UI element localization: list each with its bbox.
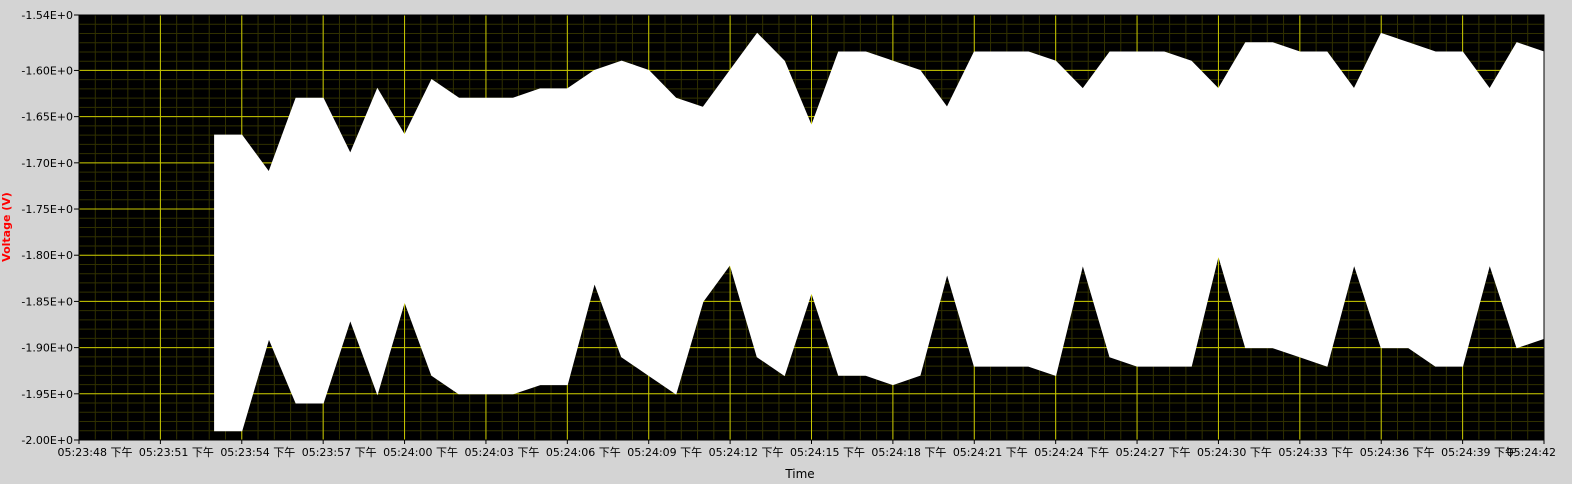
x-tick-label: 05:24:00 下午 <box>383 446 458 459</box>
x-tick-label: 05:24:06 下午 <box>546 446 621 459</box>
x-tick-label: 05:24:30 下午 <box>1197 446 1272 459</box>
x-tick-label: 05:23:48 下午 <box>58 446 133 459</box>
plot-frame <box>78 14 1545 441</box>
x-tick-label: 05:24:03 下午 <box>464 446 539 459</box>
y-tick-label: -1.80E+0 <box>21 249 73 262</box>
y-axis-label: Voltage (V) <box>0 192 13 262</box>
y-tick-label: -1.95E+0 <box>21 388 73 401</box>
x-tick-label: 05:24:15 下午 <box>790 446 865 459</box>
x-tick-label: 05:24:42 <box>1507 446 1556 459</box>
x-tick-label: 05:24:39 下午 <box>1441 446 1516 459</box>
x-tick-label: 05:24:12 下午 <box>709 446 784 459</box>
x-tick-label: 05:24:09 下午 <box>627 446 702 459</box>
y-tick-label: -1.75E+0 <box>21 203 73 216</box>
x-tick-label: 05:24:36 下午 <box>1360 446 1435 459</box>
x-tick-label: 05:24:33 下午 <box>1278 446 1353 459</box>
y-tick-label: -1.90E+0 <box>21 342 73 355</box>
x-tick-label: 05:24:21 下午 <box>953 446 1028 459</box>
x-tick-label: 05:23:51 下午 <box>139 446 214 459</box>
y-tick-label: -1.70E+0 <box>21 157 73 170</box>
x-tick-label: 05:23:57 下午 <box>302 446 377 459</box>
x-axis: 05:23:48 下午 05:23:51 下午 05:23:54 下午 05:23:5… <box>58 440 1556 459</box>
y-tick-label: -2.00E+0 <box>21 434 73 447</box>
x-tick-label: 05:24:24 下午 <box>1034 446 1109 459</box>
y-tick-label: -1.54E+0 <box>21 9 73 22</box>
x-tick-label: 05:24:18 下午 <box>871 446 946 459</box>
x-tick-label: 05:23:54 下午 <box>220 446 295 459</box>
y-tick-label: -1.85E+0 <box>21 295 73 308</box>
y-axis: -1.54E+0 -1.60E+0 -1.65E+0 -1.70E+0 -1.75E+0… <box>21 9 79 447</box>
y-tick-label: -1.65E+0 <box>21 111 73 124</box>
x-axis-label: Time <box>784 467 814 480</box>
y-tick-label: -1.60E+0 <box>21 64 73 77</box>
x-tick-label: 05:24:27 下午 <box>1116 446 1191 459</box>
